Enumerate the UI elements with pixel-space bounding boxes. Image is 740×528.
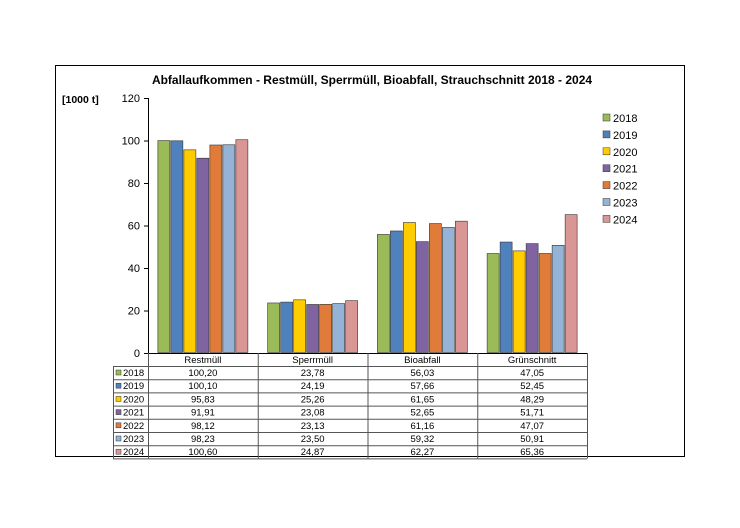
- table-row-label: 2021: [123, 408, 144, 419]
- table-cell: 62,27: [410, 447, 434, 458]
- bar-2018-3: [486, 253, 500, 353]
- bar-2022-3: [538, 253, 552, 353]
- table-legend-key: [115, 448, 122, 455]
- bar-2020-3: [512, 250, 526, 353]
- bar-2018-2: [377, 234, 390, 353]
- table-legend-key: [115, 396, 122, 402]
- legend-key-2024: [602, 215, 611, 223]
- table-cell: 65,36: [520, 447, 544, 458]
- y-tick-label: 100: [122, 136, 140, 148]
- legend-key-2018: [602, 113, 611, 122]
- table-legend-key: [115, 435, 122, 442]
- table-row-label: 2022: [123, 421, 144, 432]
- bar-2022-0: [209, 144, 223, 353]
- table-cell: 100,10: [188, 381, 217, 392]
- y-tick-label: 40: [128, 263, 140, 275]
- table-cell: 57,66: [410, 381, 434, 392]
- bar-2020-1: [293, 299, 306, 353]
- table-cell: 25,26: [301, 394, 325, 405]
- legend-key-2020: [602, 147, 611, 156]
- y-tick-label: 120: [122, 93, 140, 105]
- bar-2022-1: [319, 304, 332, 353]
- bar-2023-2: [442, 227, 455, 353]
- bar-2024-2: [455, 220, 468, 353]
- table-row-label: 2019: [123, 381, 144, 392]
- table-cell: 52,45: [520, 381, 544, 392]
- table-cell: 24,87: [301, 447, 325, 458]
- table-header: Bioabfall: [404, 355, 440, 366]
- table-cell: 23,08: [301, 408, 325, 419]
- bar-2019-0: [170, 140, 184, 353]
- legend-label-2018: 2018: [613, 113, 637, 125]
- legend-label-2020: 2020: [613, 147, 637, 159]
- table-cell: 24,19: [301, 381, 325, 392]
- table-legend-key: [115, 409, 122, 415]
- table-cell: 23,13: [301, 421, 325, 432]
- table-cell: 95,83: [191, 394, 215, 405]
- bar-2019-3: [499, 241, 513, 353]
- table-header: Sperrmüll: [292, 355, 333, 366]
- table-legend-key: [115, 422, 122, 429]
- table-cell: 98,23: [191, 434, 215, 445]
- table-cell: 47,05: [520, 368, 544, 379]
- table-cell: 47,07: [520, 421, 544, 432]
- legend-label-2021: 2021: [613, 164, 637, 176]
- legend-key-2023: [602, 198, 611, 206]
- chart-title: Abfallaufkommen - Restmüll, Sperrmüll, B…: [152, 73, 592, 87]
- table-header: Grünschnitt: [508, 355, 557, 366]
- table-row-label: 2020: [123, 394, 144, 405]
- bar-2020-0: [183, 149, 197, 353]
- table-cell: 91,91: [191, 408, 215, 419]
- y-axis-label: [1000 t]: [62, 94, 99, 106]
- bar-2024-3: [564, 214, 578, 353]
- table-cell: 23,50: [301, 434, 325, 445]
- bar-2023-1: [332, 303, 345, 353]
- bar-2022-2: [429, 223, 442, 353]
- table-cell: 52,65: [410, 408, 434, 419]
- table-cell: 51,71: [520, 408, 544, 419]
- legend-label-2024: 2024: [613, 214, 637, 226]
- table-cell: 56,03: [410, 368, 434, 379]
- chart-frame: [55, 65, 685, 457]
- bar-2023-0: [222, 144, 236, 353]
- table-cell: 98,12: [191, 421, 215, 432]
- legend-key-2019: [602, 130, 611, 139]
- legend-label-2022: 2022: [613, 181, 637, 193]
- bar-2021-1: [306, 304, 319, 353]
- table-row-label: 2018: [123, 368, 144, 379]
- bar-2018-1: [267, 302, 280, 353]
- legend-label-2023: 2023: [613, 198, 637, 210]
- y-tick-label: 20: [128, 306, 140, 318]
- legend-label-2019: 2019: [613, 130, 637, 142]
- table-cell: 23,78: [301, 368, 325, 379]
- legend-key-2021: [602, 164, 611, 172]
- table-cell: 50,91: [520, 434, 544, 445]
- bar-2020-2: [403, 222, 416, 353]
- y-tick-label: 80: [128, 178, 140, 190]
- table-cell: 100,60: [188, 447, 217, 458]
- table-cell: 48,29: [520, 394, 544, 405]
- bar-2018-0: [157, 140, 171, 353]
- bar-2024-0: [235, 139, 249, 353]
- table-cell: 100,20: [188, 368, 217, 379]
- y-tick-label: 60: [128, 221, 140, 233]
- table-cell: 61,65: [410, 394, 434, 405]
- table-header: Restmüll: [184, 355, 221, 366]
- bar-2021-0: [196, 157, 210, 353]
- table-legend-key: [115, 382, 122, 389]
- bar-2019-2: [390, 230, 403, 353]
- bar-2021-2: [416, 241, 429, 353]
- bar-2023-3: [551, 245, 565, 353]
- table-row-label: 2023: [123, 434, 144, 445]
- bar-2019-1: [280, 301, 293, 353]
- table-cell: 61,16: [410, 421, 434, 432]
- bar-2021-3: [525, 243, 539, 353]
- legend-key-2022: [602, 181, 611, 189]
- table-row-label: 2024: [123, 447, 144, 458]
- table-legend-key: [115, 369, 122, 376]
- y-tick-label: 0: [134, 348, 140, 360]
- bar-2024-1: [345, 300, 358, 353]
- table-cell: 59,32: [410, 434, 434, 445]
